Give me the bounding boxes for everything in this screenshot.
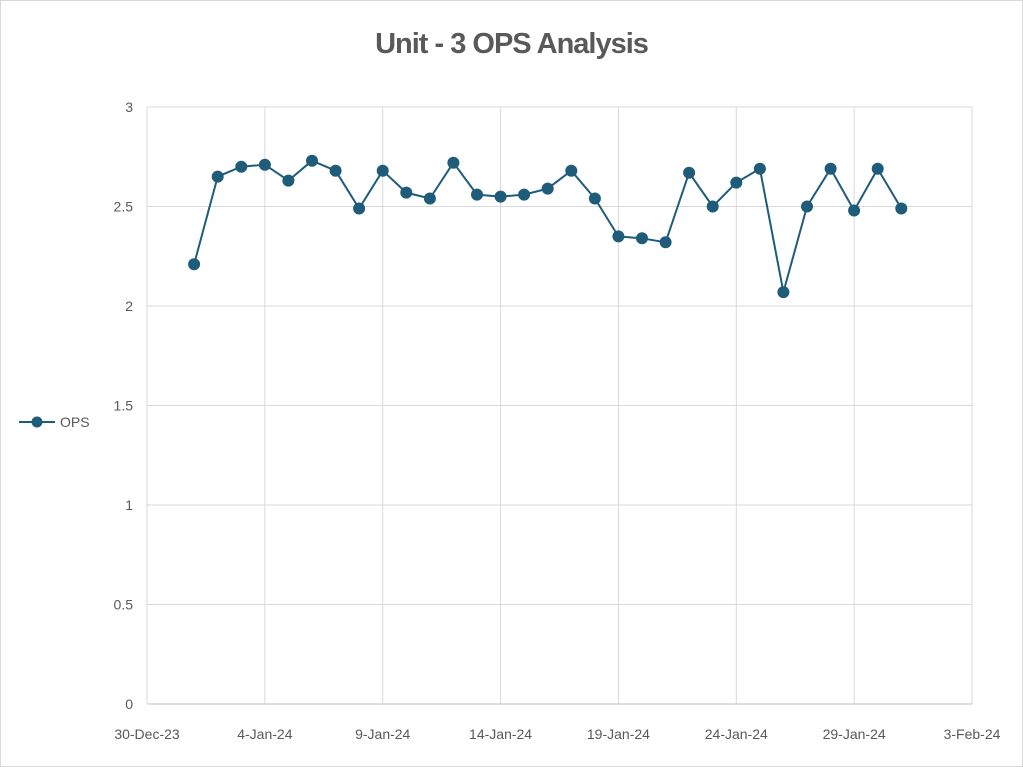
data-point — [282, 174, 295, 187]
data-point — [848, 204, 861, 217]
x-tick-label: 19-Jan-24 — [587, 726, 650, 742]
x-tick-label: 30-Dec-23 — [114, 726, 180, 742]
y-tick-label: 2.5 — [114, 199, 134, 215]
data-point — [188, 258, 201, 271]
data-point — [895, 202, 908, 215]
y-tick-label: 2 — [125, 298, 133, 314]
y-tick-label: 1.5 — [114, 398, 134, 414]
y-tick-label: 1 — [125, 497, 133, 513]
data-point — [211, 170, 224, 183]
x-tick-label: 9-Jan-24 — [355, 726, 410, 742]
legend-label: OPS — [60, 414, 90, 430]
data-point — [753, 162, 766, 175]
chart-title: Unit - 3 OPS Analysis — [375, 28, 649, 60]
data-point — [400, 186, 413, 199]
data-point — [353, 202, 366, 215]
data-point — [423, 192, 436, 205]
legend-marker-icon — [19, 416, 55, 428]
data-point — [471, 188, 483, 201]
data-point — [588, 192, 601, 205]
x-tick-label: 24-Jan-24 — [705, 726, 768, 742]
x-tick-label: 4-Jan-24 — [237, 726, 292, 742]
y-tick-label: 3 — [125, 99, 133, 115]
data-point — [494, 190, 507, 203]
data-point — [541, 182, 554, 195]
series-line — [193, 159, 903, 294]
data-point — [235, 160, 248, 173]
data-point — [258, 158, 271, 171]
data-point — [636, 232, 648, 245]
data-point — [683, 166, 696, 179]
y-tick-label: 0 — [125, 696, 133, 712]
data-point — [777, 286, 790, 299]
data-point — [565, 164, 578, 177]
x-tick-label: 29-Jan-24 — [823, 726, 886, 742]
data-point — [376, 164, 389, 177]
data-point — [659, 236, 672, 249]
x-tick-label: 14-Jan-24 — [469, 726, 532, 742]
data-point — [801, 200, 813, 213]
data-point — [824, 162, 837, 175]
data-point — [612, 230, 625, 243]
data-point — [306, 154, 318, 167]
data-point — [447, 156, 460, 169]
data-point — [730, 176, 743, 189]
legend: OPS — [18, 410, 90, 434]
data-point — [871, 162, 884, 175]
data-point — [329, 164, 342, 177]
y-tick-label: 0.5 — [114, 597, 134, 613]
x-tick-label: 3-Feb-24 — [944, 726, 1001, 742]
data-point — [518, 188, 531, 201]
data-point — [706, 200, 719, 213]
